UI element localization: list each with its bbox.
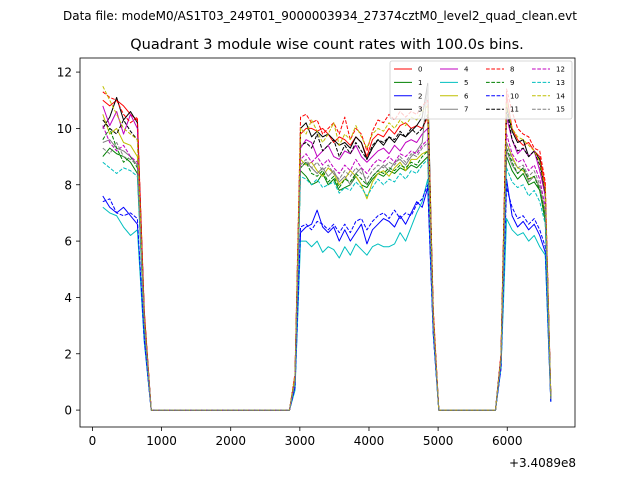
series-line-0 [102, 94, 552, 411]
x-axis-offset-label: +3.4089e8 [509, 456, 576, 470]
x-tick-label: 6000 [492, 434, 523, 448]
figure-suptitle: Data file: modeM0/AS1T03_249T01_90000039… [63, 9, 577, 23]
chart-title: Quadrant 3 module wise count rates with … [130, 37, 524, 53]
y-tick-label: 4 [64, 291, 72, 305]
legend-label-3: 3 [418, 106, 422, 114]
x-tick-label: 0 [89, 434, 97, 448]
legend-label-1: 1 [418, 79, 422, 87]
legend-label-10: 10 [510, 92, 519, 100]
legend-label-15: 15 [556, 106, 565, 114]
legend-label-4: 4 [464, 66, 469, 74]
legend-label-8: 8 [510, 66, 514, 74]
series-line-5 [102, 178, 552, 411]
y-tick-label: 10 [57, 122, 72, 136]
legend-label-14: 14 [556, 92, 565, 100]
legend-label-12: 12 [556, 66, 565, 74]
series-line-12 [102, 125, 552, 411]
legend-box [389, 60, 573, 120]
legend-label-6: 6 [464, 92, 469, 100]
x-tick-label: 1000 [146, 434, 177, 448]
legend-label-5: 5 [464, 79, 468, 87]
legend-label-11: 11 [510, 106, 519, 114]
y-tick-label: 6 [64, 235, 72, 249]
legend-label-7: 7 [464, 106, 468, 114]
series-line-15 [102, 142, 552, 411]
y-tick-label: 0 [64, 404, 72, 418]
series-line-13 [102, 158, 552, 411]
x-tick-label: 3000 [285, 434, 316, 448]
series-line-11 [102, 108, 552, 411]
y-tick-label: 12 [57, 66, 72, 80]
series-line-4 [102, 105, 552, 411]
series-line-10 [102, 184, 552, 411]
legend-label-9: 9 [510, 79, 514, 87]
series-line-6 [102, 114, 552, 411]
series-line-1 [102, 147, 552, 411]
plot-frame [79, 57, 576, 428]
series-line-2 [102, 178, 552, 411]
y-tick-label: 2 [64, 347, 72, 361]
y-tick-label: 8 [64, 178, 72, 192]
series-layer [102, 82, 552, 411]
series-line-8 [102, 88, 552, 411]
x-tick-label: 5000 [423, 434, 454, 448]
legend-label-2: 2 [418, 92, 422, 100]
x-tick-label: 2000 [215, 434, 246, 448]
legend-label-0: 0 [418, 66, 422, 74]
legend-label-13: 13 [556, 79, 565, 87]
x-tick-label: 4000 [354, 434, 385, 448]
